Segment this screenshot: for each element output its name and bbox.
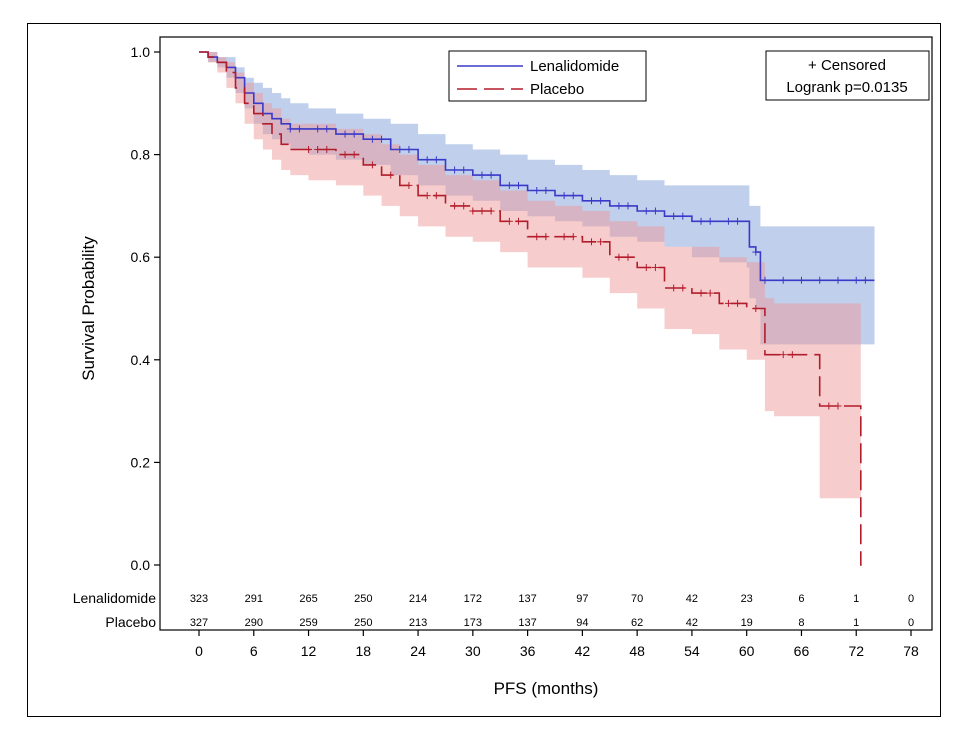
x-tick-label: 72: [848, 643, 864, 659]
risk-count: 70: [631, 593, 643, 605]
annotation-censored: + Censored: [808, 57, 886, 74]
risk-count: 6: [798, 593, 804, 605]
risk-count: 19: [741, 617, 753, 629]
plot-area-border: [159, 36, 933, 631]
x-tick-label: 12: [301, 643, 317, 659]
risk-count: 291: [245, 593, 263, 605]
confidence-bands: [199, 52, 875, 565]
risk-row-label: Placebo: [105, 614, 156, 630]
risk-count: 250: [354, 593, 372, 605]
risk-count: 0: [908, 617, 914, 629]
risk-count: 1: [853, 593, 859, 605]
survival-curve-placebo: [199, 51, 862, 566]
x-axis-ticks: 0 6 12 18 24 30 36 42 48 54 60 66 72 78: [195, 630, 919, 659]
x-tick-label: 6: [250, 643, 258, 659]
x-tick-label: 48: [629, 643, 645, 659]
legend: Lenalidomide Placebo: [448, 50, 647, 102]
ci-band-placebo: [199, 52, 862, 565]
legend-box: [448, 50, 647, 102]
x-tick-label: 36: [520, 643, 536, 659]
x-tick-label: 30: [465, 643, 481, 659]
risk-row-label: Lenalidomide: [73, 590, 156, 606]
risk-count: 213: [409, 617, 427, 629]
risk-count: 137: [518, 593, 536, 605]
x-tick-label: 0: [195, 643, 203, 659]
risk-count: 23: [741, 593, 753, 605]
x-tick-label: 66: [794, 643, 810, 659]
risk-count: 290: [245, 617, 263, 629]
survival-curves: [199, 51, 875, 566]
y-axis-ticks: 0.0 0.2 0.4 0.6 0.8 1.0: [131, 44, 160, 573]
risk-count: 327: [190, 617, 208, 629]
y-tick-label: 0.6: [131, 249, 151, 265]
risk-count: 94: [576, 617, 588, 629]
axes: [159, 36, 933, 631]
risk-count: 265: [299, 593, 317, 605]
risk-count: 214: [409, 593, 427, 605]
risk-count: 42: [686, 617, 698, 629]
x-tick-label: 60: [739, 643, 755, 659]
legend-label-lenalidomide: Lenalidomide: [530, 58, 619, 75]
annotation-frame: [765, 50, 930, 101]
x-tick-label: 24: [410, 643, 426, 659]
ci-band-lenalidomide: [199, 52, 875, 345]
risk-count: 137: [518, 617, 536, 629]
risk-count: 173: [464, 617, 482, 629]
risk-count: 172: [464, 593, 482, 605]
risk-count: 0: [908, 593, 914, 605]
x-axis-label: PFS (months): [494, 679, 599, 698]
x-tick-label: 42: [575, 643, 591, 659]
risk-count: 97: [576, 593, 588, 605]
y-tick-label: 0.2: [131, 454, 151, 470]
x-tick-label: 78: [903, 643, 919, 659]
risk-count: 323: [190, 593, 208, 605]
risk-table: Lenalidomide 323 291 265 250 214 172 137 97 70 42 2…: [73, 590, 914, 630]
y-tick-label: 0.0: [131, 557, 151, 573]
y-tick-label: 0.8: [131, 147, 151, 163]
risk-count: 259: [299, 617, 317, 629]
y-tick-label: 0.4: [131, 352, 151, 368]
risk-count: 8: [798, 617, 804, 629]
x-tick-label: 54: [684, 643, 700, 659]
censor-marks: [286, 125, 869, 410]
legend-label-placebo: Placebo: [530, 81, 584, 98]
annotation-logrank: Logrank p=0.0135: [786, 79, 907, 96]
risk-count: 62: [631, 617, 643, 629]
risk-count: 250: [354, 617, 372, 629]
y-tick-label: 1.0: [131, 44, 151, 60]
annotation-box: + Censored Logrank p=0.0135: [765, 50, 930, 101]
risk-count: 42: [686, 593, 698, 605]
y-axis-label: Survival Probability: [79, 236, 98, 381]
risk-count: 1: [853, 617, 859, 629]
x-tick-label: 18: [356, 643, 372, 659]
